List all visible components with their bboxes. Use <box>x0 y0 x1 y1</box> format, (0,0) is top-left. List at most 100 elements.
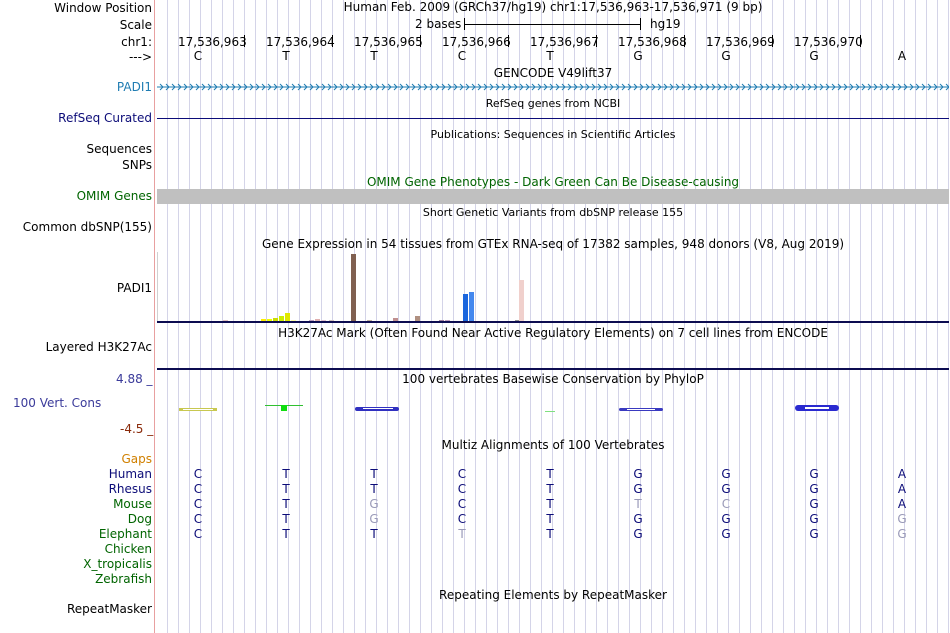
alignment-base: G <box>809 512 819 526</box>
grid-line <box>882 0 883 633</box>
grid-line <box>673 0 674 633</box>
gtex-tissue-bar[interactable] <box>519 280 524 322</box>
phylop-glyph-g2 <box>795 405 839 411</box>
window-position-label: Window Position <box>54 1 152 15</box>
grid-line <box>585 0 586 633</box>
grid-line <box>167 0 168 633</box>
gtex-tissue-bar[interactable] <box>285 313 290 322</box>
ruler-position: 17,536,970 <box>794 35 863 49</box>
species-label-rhesus[interactable]: Rhesus <box>108 482 152 496</box>
ruler-position: 17,536,965 <box>354 35 423 49</box>
ruler-position: 17,536,969 <box>706 35 775 49</box>
gencode-gene-padi1[interactable] <box>157 81 949 93</box>
gtex-bar-graph[interactable] <box>157 252 949 322</box>
omim-track-label[interactable]: OMIM Genes <box>76 189 152 203</box>
grid-line <box>629 0 630 633</box>
alignment-base: G <box>369 512 379 526</box>
alignment-base: G <box>633 512 643 526</box>
grid-line <box>574 0 575 633</box>
grid-line <box>420 0 421 633</box>
sequences-track-label[interactable]: Sequences <box>86 142 152 156</box>
grid-line <box>398 0 399 633</box>
gtex-tissue-bar[interactable] <box>393 318 398 322</box>
grid-line <box>211 0 212 633</box>
h3k27ac-track-label[interactable]: Layered H3K27Ac <box>45 340 152 354</box>
gtex-tissue-bar[interactable] <box>279 316 284 322</box>
species-label-chicken[interactable]: Chicken <box>104 542 152 556</box>
gtex-tissue-bar[interactable] <box>415 316 420 322</box>
alignment-base: C <box>721 497 731 511</box>
snps-track-label[interactable]: SNPs <box>122 158 152 172</box>
h3k27ac-baseline <box>157 368 949 370</box>
alignment-base: A <box>897 467 907 481</box>
phylop-glyphs <box>179 405 839 412</box>
species-label-zebrafish[interactable]: Zebrafish <box>95 572 152 586</box>
grid-line <box>706 0 707 633</box>
omim-gene-bar[interactable] <box>157 189 949 204</box>
refseq-gene-line[interactable] <box>157 118 949 119</box>
grid-line <box>860 0 861 633</box>
ruler-tick <box>860 35 861 47</box>
ruler-tick <box>244 35 245 47</box>
grid-line <box>728 0 729 633</box>
gtex-track-label[interactable]: PADI1 <box>116 281 152 295</box>
ruler-position: 17,536,963 <box>178 35 247 49</box>
dbsnp-track-label[interactable]: Common dbSNP(155) <box>22 220 152 234</box>
gtex-tissue-bar[interactable] <box>267 319 272 322</box>
grid-line <box>915 0 916 633</box>
gtex-tissue-bar[interactable] <box>273 318 278 322</box>
ruler-tick <box>332 35 333 47</box>
ruler-base: G <box>633 49 643 63</box>
ruler-base: T <box>282 49 290 63</box>
grid-line <box>838 0 839 633</box>
grid-line <box>387 0 388 633</box>
alignment-base: T <box>282 527 290 541</box>
alignment-base: C <box>193 512 203 526</box>
grid-line <box>563 0 564 633</box>
alignment-base: G <box>809 482 819 496</box>
ruler-base: A <box>897 49 907 63</box>
label-divider <box>154 0 155 633</box>
refseq-track-label[interactable]: RefSeq Curated <box>58 111 152 125</box>
alignment-base: G <box>809 467 819 481</box>
repeatmasker-track-label[interactable]: RepeatMasker <box>66 602 152 616</box>
gaps-label[interactable]: Gaps <box>121 452 152 466</box>
grid-line <box>739 0 740 633</box>
species-label-x_tropicalis[interactable]: X_tropicalis <box>83 557 152 571</box>
species-label-human[interactable]: Human <box>108 467 152 481</box>
alignment-base: G <box>721 467 731 481</box>
ruler-position: 17,536,968 <box>618 35 687 49</box>
grid-line <box>805 0 806 633</box>
species-label-dog[interactable]: Dog <box>127 512 152 526</box>
alignment-base: G <box>633 527 643 541</box>
species-label-mouse[interactable]: Mouse <box>113 497 152 511</box>
ruler-position: 17,536,964 <box>266 35 335 49</box>
grid-line <box>222 0 223 633</box>
alignment-base: G <box>897 512 907 526</box>
grid-line <box>431 0 432 633</box>
gtex-tissue-bar[interactable] <box>261 319 266 322</box>
gencode-track-title: GENCODE V49lift37 <box>493 66 613 80</box>
alignment-base: C <box>193 482 203 496</box>
gtex-tissue-bar[interactable] <box>351 254 356 322</box>
alignment-base: G <box>809 527 819 541</box>
gtex-tissue-bar[interactable] <box>469 292 474 322</box>
gtex-tissue-bar[interactable] <box>315 319 320 322</box>
gtex-tissue-bar[interactable] <box>463 294 468 322</box>
grid-line <box>266 0 267 633</box>
alignment-base: A <box>897 482 907 496</box>
grid-line <box>475 0 476 633</box>
alignment-base: G <box>721 482 731 496</box>
alignment-base: G <box>721 527 731 541</box>
phylop-track-label[interactable]: 100 Vert. Cons <box>13 396 102 410</box>
alignment-base: C <box>457 482 467 496</box>
alignment-base: C <box>457 467 467 481</box>
refseq-track-title: RefSeq genes from NCBI <box>485 97 621 110</box>
phylop-plot[interactable] <box>157 398 949 418</box>
alignment-base: G <box>633 467 643 481</box>
gencode-track-label[interactable]: PADI1 <box>116 80 152 94</box>
grid-line <box>849 0 850 633</box>
species-label-elephant[interactable]: Elephant <box>98 527 152 541</box>
ruler-base: C <box>457 49 467 63</box>
